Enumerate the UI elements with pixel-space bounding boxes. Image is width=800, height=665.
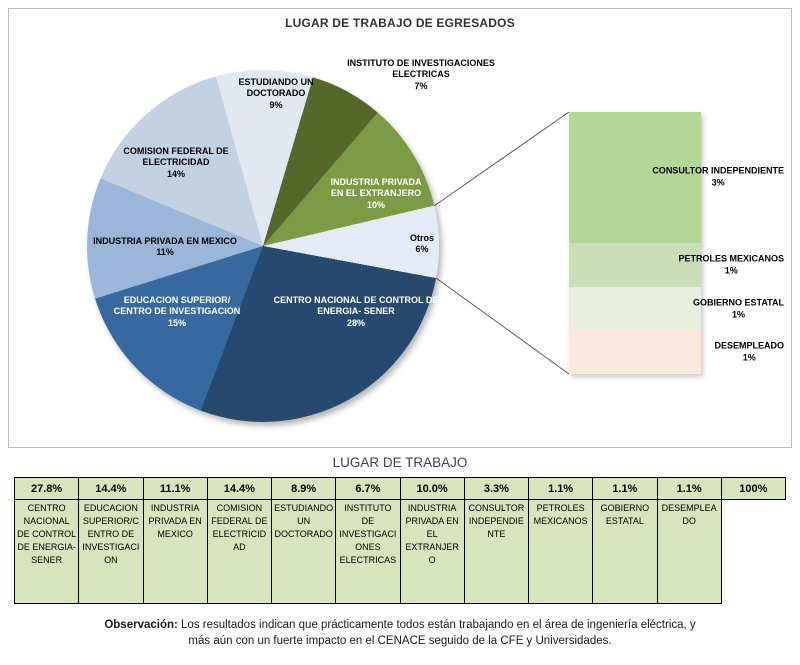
pie-chart [87, 70, 439, 422]
table-pct-cell: 10.0% [399, 477, 465, 500]
table-pct-cell: 1.1% [656, 477, 722, 500]
table-label-cell: INDUSTRIA PRIVADA EN EL EXTRANJERO [399, 499, 465, 604]
table-pct-row: 27.8% 14.4% 11.1% 14.4% 8.9% 6.7% 10.0% 3.3% 1.1… [13, 477, 787, 500]
table-pct-cell: 27.8% [13, 477, 80, 500]
bar-label-desempleado: DESEMPLEADO 1% [714, 340, 784, 362]
table-label-cell: INDUSTRIA PRIVADA EN MEXICO [142, 499, 208, 604]
table-label-cell: COMISION FEDERAL DE ELECTRICIDAD [206, 499, 273, 604]
chart-panel: LUGAR DE TRABAJO DE EGRESADOS CENTRO NAC… [8, 8, 792, 448]
bar-segment [569, 112, 701, 243]
table-label-cell: EDUCACION SUPERIOR/CENTRO DE INVESTIGACI… [78, 499, 144, 604]
table-label-cell: DESEMPLEADO [656, 499, 722, 604]
table-pct-cell: 11.1% [142, 477, 208, 500]
table-pct-cell: 14.4% [78, 477, 144, 500]
table-pct-cell: 6.7% [335, 477, 401, 500]
table-label-cell: GOBIERNO ESTATAL [592, 499, 658, 604]
table-pct-cell: 8.9% [270, 477, 337, 500]
table-label-cell: INSTITUTO DE INVESTIGACIONES ELECTRICAS [335, 499, 401, 604]
bar-segment [569, 330, 701, 374]
table-pct-cell: 14.4% [206, 477, 273, 500]
observation-text: Observación: Los resultados indican que … [100, 617, 700, 649]
summary-table: 27.8% 14.4% 11.1% 14.4% 8.9% 6.7% 10.0% 3.3% 1.1… [13, 477, 787, 604]
table-pct-cell: 1.1% [527, 477, 594, 500]
bar-label-consultor: CONSULTOR INDEPENDIENTE 3% [652, 165, 784, 187]
table-label-cell: ESTUDIANDO UN DOCTORADO [270, 499, 337, 604]
chart-title: LUGAR DE TRABAJO DE EGRESADOS [285, 16, 515, 30]
bar-label-gobierno: GOBIERNO ESTATAL 1% [693, 297, 784, 319]
table-label-cell: CONSULTOR INDEPENDIENTE [463, 499, 530, 604]
table-label-cell: PETROLES MEXICANOS [527, 499, 594, 604]
pie-label-iie: INSTITUTO DE INVESTIGACIONES ELECTRICAS … [347, 58, 495, 91]
breakout-bar [569, 112, 701, 374]
bar-segment [569, 243, 701, 287]
table-pct-cell: 100% [720, 477, 787, 500]
table-label-cell: CENTRO NACIONAL DE CONTROL DE ENERGIA- S… [13, 499, 80, 604]
table-pct-cell: 3.3% [463, 477, 530, 500]
bar-segment [569, 286, 701, 331]
observation-label: Observación: [104, 619, 178, 631]
table-pct-cell: 1.1% [592, 477, 658, 500]
observation-body: Los resultados indican que prácticamente… [177, 619, 696, 648]
table-label-cell [721, 499, 786, 604]
table-label-row: CENTRO NACIONAL DE CONTROL DE ENERGIA- S… [13, 499, 786, 604]
bar-label-pemex: PETROLES MEXICANOS 1% [678, 253, 784, 275]
table-title: LUGAR DE TRABAJO [332, 455, 468, 470]
